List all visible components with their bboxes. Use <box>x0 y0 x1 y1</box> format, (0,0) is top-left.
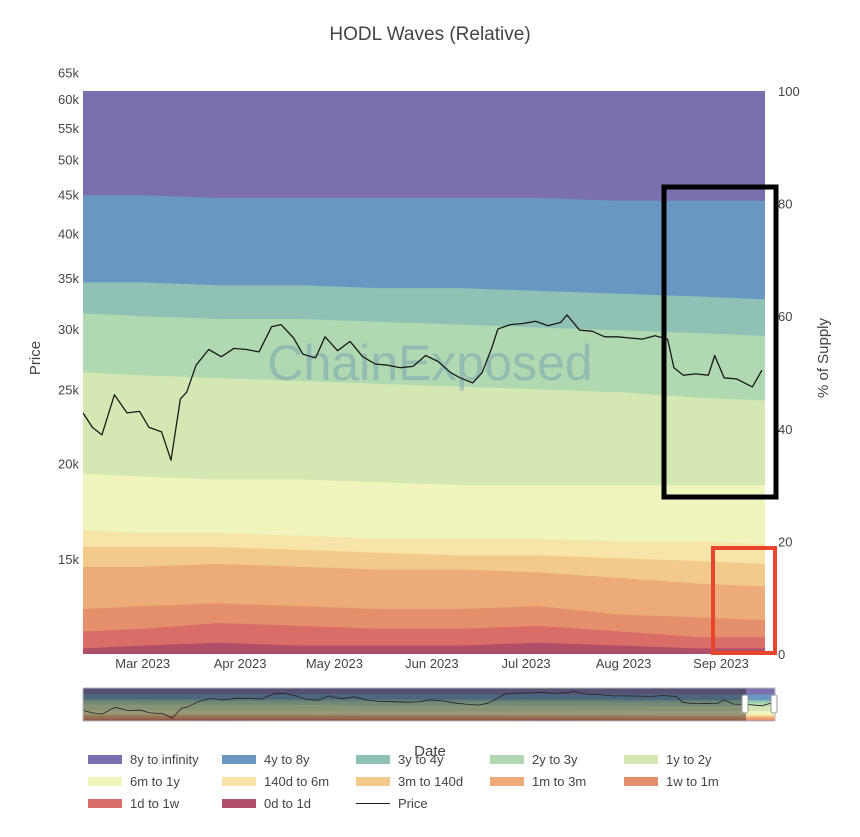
x-tick-label: Sep 2023 <box>693 656 749 671</box>
legend-item-140d-to-6m[interactable]: 140d to 6m <box>222 772 356 790</box>
legend-label: 1m to 3m <box>532 773 587 789</box>
left-tick-label: 50k <box>58 153 79 168</box>
legend-swatch <box>88 798 122 808</box>
x-tick-label: Apr 2023 <box>214 656 267 671</box>
legend-swatch <box>88 776 122 786</box>
range-handle-right[interactable] <box>770 694 778 714</box>
right-tick-label: 60 <box>778 309 792 324</box>
legend-label: 4y to 8y <box>264 751 310 767</box>
left-tick-label: 35k <box>58 271 79 286</box>
y-axis-right-label: % of Supply <box>815 317 832 398</box>
range-handle-left[interactable] <box>741 694 749 714</box>
legend-swatch <box>490 776 524 786</box>
legend-item-8y-to-infinity[interactable]: 8y to infinity <box>88 750 222 768</box>
legend-swatch <box>624 776 658 786</box>
right-tick-label: 20 <box>778 534 792 549</box>
right-axis-ticks: 0 20 40 60 80 100 <box>778 84 800 662</box>
legend-swatch <box>222 754 256 764</box>
left-tick-label: 65k <box>58 65 79 80</box>
legend-item-1w-to-1m[interactable]: 1w to 1m <box>624 772 758 790</box>
legend-label: 3y to 4y <box>398 751 444 767</box>
x-axis-ticks: Mar 2023 Apr 2023 May 2023 Jun 2023 Jul 2023… <box>115 656 749 671</box>
legend-swatch <box>624 754 658 764</box>
highlight-box-black <box>661 184 779 500</box>
legend-item-2y-to-3y[interactable]: 2y to 3y <box>490 750 624 768</box>
left-tick-label: 45k <box>58 188 79 203</box>
legend-label: 140d to 6m <box>264 773 330 789</box>
left-axis-ticks: 15k 20k 25k 30k 35k 40k 45k 50k 55k 60k 65k <box>58 65 79 567</box>
area-bands <box>83 91 765 654</box>
legend-label: 0d to 1d <box>264 795 311 811</box>
legend-swatch <box>356 754 390 764</box>
legend-swatch <box>490 754 524 764</box>
legend-label: 1w to 1m <box>666 773 719 789</box>
left-tick-label: 40k <box>58 227 79 242</box>
left-tick-label: 55k <box>58 121 79 136</box>
left-tick-label: 20k <box>58 457 79 472</box>
x-axis-label: Date <box>414 743 446 760</box>
legend-item-4y-to-8y[interactable]: 4y to 8y <box>222 750 356 768</box>
legend-label: 2y to 3y <box>532 751 578 767</box>
y-axis-left-label: Price <box>27 341 44 375</box>
x-tick-label: Jul 2023 <box>502 656 551 671</box>
legend-item-price[interactable]: Price <box>356 794 490 812</box>
legend-swatch <box>88 754 122 764</box>
right-tick-label: 80 <box>778 197 792 212</box>
chart-title: HODL Waves (Relative) <box>329 24 530 45</box>
x-tick-label: Mar 2023 <box>115 656 170 671</box>
left-tick-label: 15k <box>58 552 79 567</box>
legend-label: 8y to infinity <box>130 751 199 767</box>
range-navigator-shade <box>83 688 746 721</box>
legend-item-1m-to-3m[interactable]: 1m to 3m <box>490 772 624 790</box>
x-tick-label: Aug 2023 <box>596 656 652 671</box>
legend-swatch <box>222 776 256 786</box>
x-tick-label: Jun 2023 <box>405 656 459 671</box>
band-0d-to-1d <box>83 642 765 654</box>
legend-item-3m-to-140d[interactable]: 3m to 140d <box>356 772 490 790</box>
legend-item-3y-to-4y[interactable]: 3y to 4y <box>356 750 490 768</box>
legend-swatch <box>356 776 390 786</box>
legend-label: Price <box>398 795 428 811</box>
right-tick-label: 100 <box>778 84 800 99</box>
highlight-box-red <box>711 546 777 655</box>
legend-item-1d-to-1w[interactable]: 1d to 1w <box>88 794 222 812</box>
range-navigator[interactable] <box>82 687 778 722</box>
legend-label: 3m to 140d <box>398 773 464 789</box>
legend-item-0d-to-1d[interactable]: 0d to 1d <box>222 794 356 812</box>
legend: 8y to infinity 4y to 8y 3y to 4y 2y to 3y 1y… <box>88 750 788 812</box>
left-tick-label: 30k <box>58 322 79 337</box>
right-tick-label: 40 <box>778 422 792 437</box>
legend-item-6m-to-1y[interactable]: 6m to 1y <box>88 772 222 790</box>
x-tick-label: May 2023 <box>306 656 363 671</box>
left-tick-label: 25k <box>58 383 79 398</box>
watermark: ChainExposed <box>267 335 592 391</box>
legend-label: 1y to 2y <box>666 751 712 767</box>
legend-swatch <box>222 798 256 808</box>
price-line-group <box>83 314 763 461</box>
legend-swatch <box>356 802 390 804</box>
legend-item-1y-to-2y[interactable]: 1y to 2y <box>624 750 758 768</box>
price-line <box>83 314 763 461</box>
right-tick-label: 0 <box>778 647 785 662</box>
nav-price-line <box>83 690 772 719</box>
left-tick-label: 60k <box>58 92 79 107</box>
legend-label: 6m to 1y <box>130 773 180 789</box>
legend-label: 1d to 1w <box>130 795 180 811</box>
